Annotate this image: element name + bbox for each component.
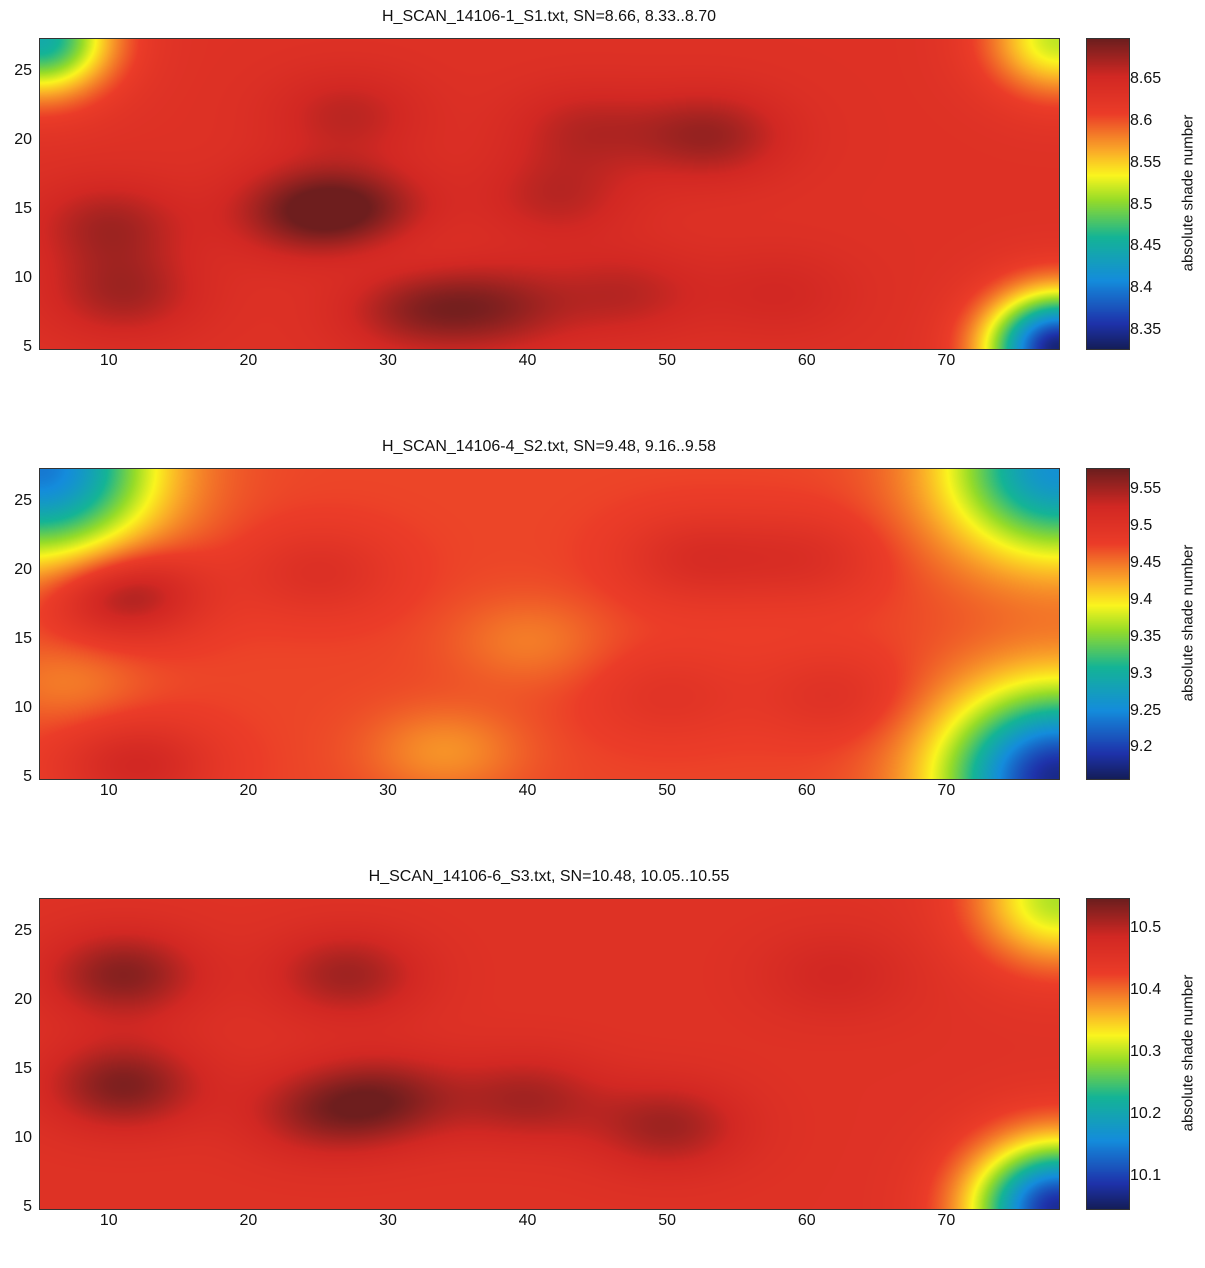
heatmap-plot-area <box>39 38 1060 350</box>
x-tick-label: 70 <box>937 352 956 369</box>
colorbar-tick-label: 9.4 <box>1130 590 1153 608</box>
colorbar-tick-label: 8.6 <box>1130 111 1153 129</box>
x-tick-label: 60 <box>797 782 816 799</box>
x-tick-label: 60 <box>797 1212 816 1229</box>
y-tick-label: 20 <box>14 561 32 579</box>
colorbar-label: absolute shade number <box>1179 114 1197 272</box>
heatmap-plot-area <box>39 468 1060 780</box>
colorbar-tick-label: 9.3 <box>1130 664 1153 682</box>
y-tick-label: 25 <box>14 922 32 940</box>
colorbar-tick-label: 9.2 <box>1130 738 1153 756</box>
x-tick-label: 40 <box>518 352 537 369</box>
colorbar-tick-label: 10.4 <box>1130 981 1162 998</box>
x-tick-label: 10 <box>99 1212 118 1229</box>
x-tick-label: 60 <box>797 352 816 369</box>
y-tick-label: 5 <box>23 768 32 785</box>
colorbar-tick-label: 8.55 <box>1130 153 1162 171</box>
colorbar-tick-label: 9.25 <box>1130 701 1162 719</box>
colorbar-tick-label: 10.5 <box>1130 919 1162 936</box>
x-tick-label: 30 <box>379 352 397 369</box>
colorbar-tick-label: 10.1 <box>1130 1167 1162 1184</box>
y-tick-label: 15 <box>14 1060 32 1078</box>
colorbar <box>1086 898 1130 1210</box>
x-tick-label: 30 <box>379 782 397 799</box>
x-tick-label: 20 <box>239 1212 258 1229</box>
colorbar-tick-label: 8.4 <box>1130 279 1153 297</box>
colorbar-tick-label: 8.65 <box>1130 69 1162 87</box>
x-tick-label: 70 <box>937 782 956 799</box>
y-tick-label: 15 <box>14 200 32 218</box>
x-tick-label: 50 <box>658 782 677 799</box>
colorbar-tick-label: 8.5 <box>1130 195 1153 213</box>
colorbar <box>1086 468 1130 780</box>
heatmap-panel-1: H_SCAN_14106-1_S1.txt, SN=8.66, 8.33..8.… <box>0 8 1205 408</box>
x-tick-label: 20 <box>239 352 258 369</box>
y-tick-label: 25 <box>14 62 32 80</box>
chart-title: H_SCAN_14106-6_S3.txt, SN=10.48, 10.05..… <box>368 868 730 885</box>
heatmap-panel-2: H_SCAN_14106-4_S2.txt, SN=9.48, 9.16..9.… <box>0 438 1205 838</box>
x-tick-label: 30 <box>379 1212 397 1229</box>
x-tick-label: 40 <box>518 782 537 799</box>
heatmap-panel-3: H_SCAN_14106-6_S3.txt, SN=10.48, 10.05..… <box>0 868 1205 1268</box>
x-tick-label: 50 <box>658 1212 677 1229</box>
colorbar <box>1086 38 1130 350</box>
y-tick-label: 10 <box>14 269 32 287</box>
colorbar-tick-label: 9.5 <box>1130 517 1153 535</box>
colorbar-tick-label: 8.35 <box>1130 321 1162 339</box>
x-tick-label: 50 <box>658 352 677 369</box>
y-tick-label: 25 <box>14 492 32 510</box>
heatmap-plot-area <box>39 898 1060 1210</box>
chart-title: H_SCAN_14106-4_S2.txt, SN=9.48, 9.16..9.… <box>382 438 716 455</box>
colorbar-tick-label: 9.55 <box>1130 480 1162 498</box>
y-tick-label: 5 <box>23 338 32 355</box>
chart-title: H_SCAN_14106-1_S1.txt, SN=8.66, 8.33..8.… <box>382 8 716 25</box>
colorbar-tick-label: 9.45 <box>1130 553 1162 571</box>
colorbar-tick-label: 8.45 <box>1130 237 1162 255</box>
x-tick-label: 10 <box>99 782 118 799</box>
y-tick-label: 5 <box>23 1198 32 1215</box>
x-tick-label: 20 <box>239 782 258 799</box>
y-tick-label: 10 <box>14 699 32 717</box>
y-tick-label: 20 <box>14 991 32 1009</box>
x-tick-label: 10 <box>99 352 118 369</box>
colorbar-tick-label: 9.35 <box>1130 627 1162 645</box>
colorbar-label: absolute shade number <box>1179 544 1197 702</box>
colorbar-tick-label: 10.2 <box>1130 1105 1162 1122</box>
y-tick-label: 15 <box>14 630 32 648</box>
colorbar-tick-label: 10.3 <box>1130 1043 1162 1060</box>
colorbar-label: absolute shade number <box>1179 974 1197 1132</box>
x-tick-label: 70 <box>937 1212 956 1229</box>
x-tick-label: 40 <box>518 1212 537 1229</box>
y-tick-label: 20 <box>14 131 32 149</box>
y-tick-label: 10 <box>14 1129 32 1147</box>
